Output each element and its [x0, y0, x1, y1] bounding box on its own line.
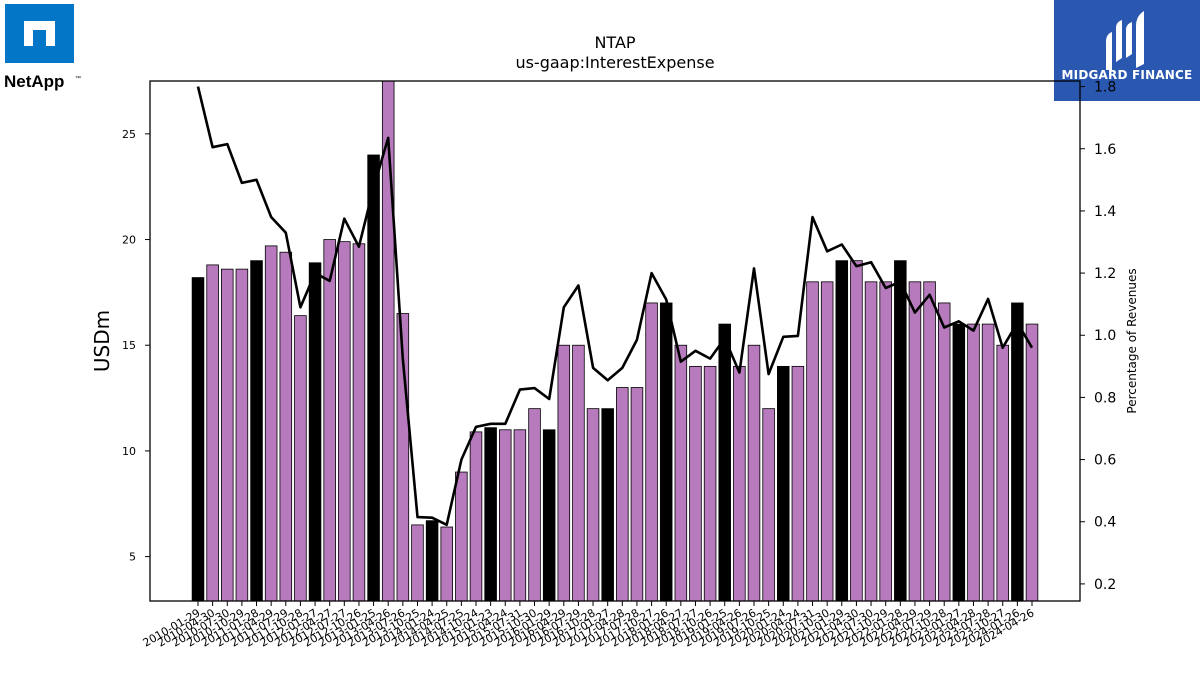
bar — [645, 302, 658, 602]
y2-tick-label: 1.6 — [1094, 142, 1116, 158]
bar — [806, 281, 819, 602]
bar — [279, 251, 293, 602]
bar — [235, 268, 249, 602]
netapp-logo-mark: NetApp ™ — [4, 4, 81, 91]
bar — [264, 245, 278, 602]
bars-layer — [191, 80, 1039, 602]
netapp-logo: NetApp ™ — [4, 4, 86, 96]
bar — [879, 281, 892, 602]
bar — [250, 260, 263, 602]
y-axis-label: USDm — [90, 310, 114, 372]
y2-tick-label: 1.2 — [1094, 266, 1116, 282]
bar — [850, 260, 863, 602]
bar — [469, 431, 483, 602]
midgard-logo-mark — [1106, 11, 1144, 70]
bar — [937, 302, 951, 602]
bar — [747, 344, 761, 602]
y2-tick-label: 0.6 — [1094, 453, 1116, 469]
y-tick-label: 20 — [122, 234, 136, 247]
bar — [411, 524, 424, 602]
bar — [586, 408, 600, 602]
bar — [455, 471, 468, 602]
bar — [572, 344, 585, 602]
plot-frame — [149, 80, 1081, 602]
bar — [499, 429, 512, 602]
netapp-logo-text: NetApp — [4, 72, 64, 91]
netapp-logo-glyph — [24, 21, 55, 46]
bar — [323, 239, 336, 602]
bar — [996, 344, 1009, 602]
bar — [308, 262, 322, 602]
y2-axis-label: Percentage of Revenues — [1125, 268, 1139, 413]
bar — [777, 365, 790, 602]
bar — [557, 344, 571, 602]
left-axis: 5 10 15 20 25 — [122, 128, 150, 564]
bar — [820, 281, 834, 602]
bar — [338, 241, 351, 602]
bar — [630, 387, 644, 602]
bar — [791, 365, 805, 602]
bar — [381, 80, 395, 602]
bar — [425, 520, 439, 602]
bar — [616, 387, 629, 602]
y2-tick-label: 0.4 — [1094, 515, 1116, 531]
bar — [440, 526, 453, 602]
netapp-trademark: ™ — [75, 75, 81, 82]
bar — [835, 260, 849, 602]
y2-tick-label: 1.4 — [1094, 204, 1116, 220]
y2-tick-label: 1.8 — [1094, 80, 1116, 96]
y-tick-label: 5 — [129, 551, 136, 564]
bar — [981, 323, 995, 602]
bar — [484, 427, 497, 602]
midgard-finance-logo: MIDGARD FINANCE — [1054, 0, 1200, 101]
y2-tick-label: 0.8 — [1094, 390, 1116, 406]
bar — [762, 408, 775, 602]
line-layer — [196, 86, 1034, 527]
right-axis: 0.2 0.4 0.6 0.8 1.0 1.2 1.4 1.6 1.8 — [1080, 80, 1116, 593]
bar — [674, 344, 688, 602]
bar — [513, 429, 527, 602]
bar — [952, 323, 966, 602]
midgard-logo-text: MIDGARD FINANCE — [1061, 68, 1193, 82]
bar — [967, 323, 980, 602]
bar — [718, 323, 731, 602]
y-tick-label: 15 — [122, 339, 136, 352]
bar — [689, 365, 702, 602]
bar — [1011, 302, 1024, 602]
bar — [923, 281, 936, 602]
bar — [352, 243, 366, 602]
bar — [864, 281, 878, 602]
bar — [908, 281, 922, 602]
netapp-logo-square — [5, 4, 74, 63]
bar — [191, 277, 205, 602]
bar — [221, 268, 234, 602]
chart-title: NTAP — [594, 33, 635, 52]
x-axis: 2010-01-292010-04-302010-07-302010-10-29… — [141, 601, 1037, 650]
bar — [206, 264, 219, 602]
bar — [703, 365, 717, 602]
bar — [528, 408, 541, 602]
chart-subtitle: us-gaap:InterestExpense — [515, 53, 714, 72]
bar — [601, 408, 614, 602]
y-tick-label: 25 — [122, 128, 136, 141]
bar — [1025, 323, 1039, 602]
y-tick-label: 10 — [122, 445, 136, 458]
bar — [367, 154, 380, 602]
y2-tick-label: 0.2 — [1094, 577, 1116, 593]
bar — [733, 365, 746, 602]
bar — [294, 315, 307, 602]
y2-tick-label: 1.0 — [1094, 328, 1116, 344]
bar — [894, 260, 907, 602]
revenue-percentage-line — [196, 86, 1034, 527]
bar — [542, 429, 556, 602]
bar — [659, 302, 673, 602]
